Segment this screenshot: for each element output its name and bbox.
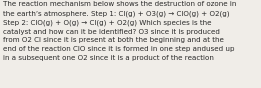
Text: The reaction mechanism below shows the destruction of ozone in
the earth’s atmos: The reaction mechanism below shows the d…: [3, 1, 236, 61]
